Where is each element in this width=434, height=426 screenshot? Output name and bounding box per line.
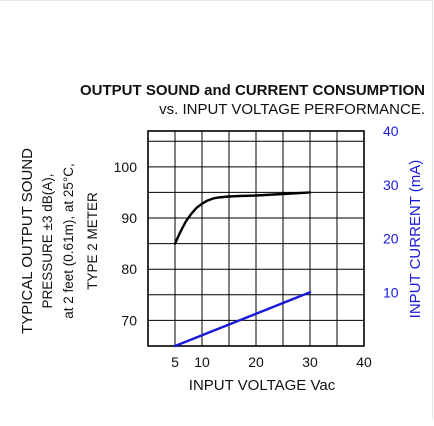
series-line-current <box>173 291 312 348</box>
y-right-tick-label: 30 <box>383 177 399 193</box>
y-axis-left-label-line: PRESSURE ±3 dB(A), <box>40 174 55 309</box>
y-right-tick-label: 20 <box>383 231 399 247</box>
tick-layer: 5 10 20 30 40 70 80 90 100 10 20 30 40 <box>114 123 399 370</box>
chart-title-line2: vs. INPUT VOLTAGE PERFORMANCE. <box>159 101 425 118</box>
y-left-tick-label: 100 <box>114 159 138 175</box>
x-tick-label: 20 <box>248 354 264 370</box>
y-right-tick-label: 40 <box>383 123 399 139</box>
y-left-tick-label: 90 <box>121 210 137 226</box>
y-axis-left-label-line: at 2 feet (0.61m), at 25°C, <box>61 163 76 318</box>
series-layer <box>173 191 312 348</box>
y-axis-left-label: TYPICAL OUTPUT SOUND PRESSURE ±3 dB(A), at… <box>19 148 100 334</box>
x-axis-label: INPUT VOLTAGE Vac <box>189 377 336 394</box>
plot-area-border <box>147 130 365 347</box>
chart-title-line1: OUTPUT SOUND and CURRENT CONSUMPTION <box>80 82 425 99</box>
y-left-tick-label: 80 <box>121 261 137 277</box>
x-tick-label: 10 <box>194 354 210 370</box>
y-right-tick-label: 10 <box>383 284 399 300</box>
y-axis-left-label-line: TYPICAL OUTPUT SOUND <box>19 148 36 334</box>
series-line-sound <box>173 191 312 245</box>
grid <box>148 131 364 346</box>
x-tick-label: 30 <box>302 354 318 370</box>
y-left-tick-label: 70 <box>121 312 137 328</box>
y-axis-right-label: INPUT CURRENT (mA) <box>407 160 424 319</box>
x-tick-label: 5 <box>171 354 179 370</box>
x-tick-label: 40 <box>356 354 372 370</box>
y-axis-left-label-line: TYPE 2 METER <box>85 192 100 290</box>
